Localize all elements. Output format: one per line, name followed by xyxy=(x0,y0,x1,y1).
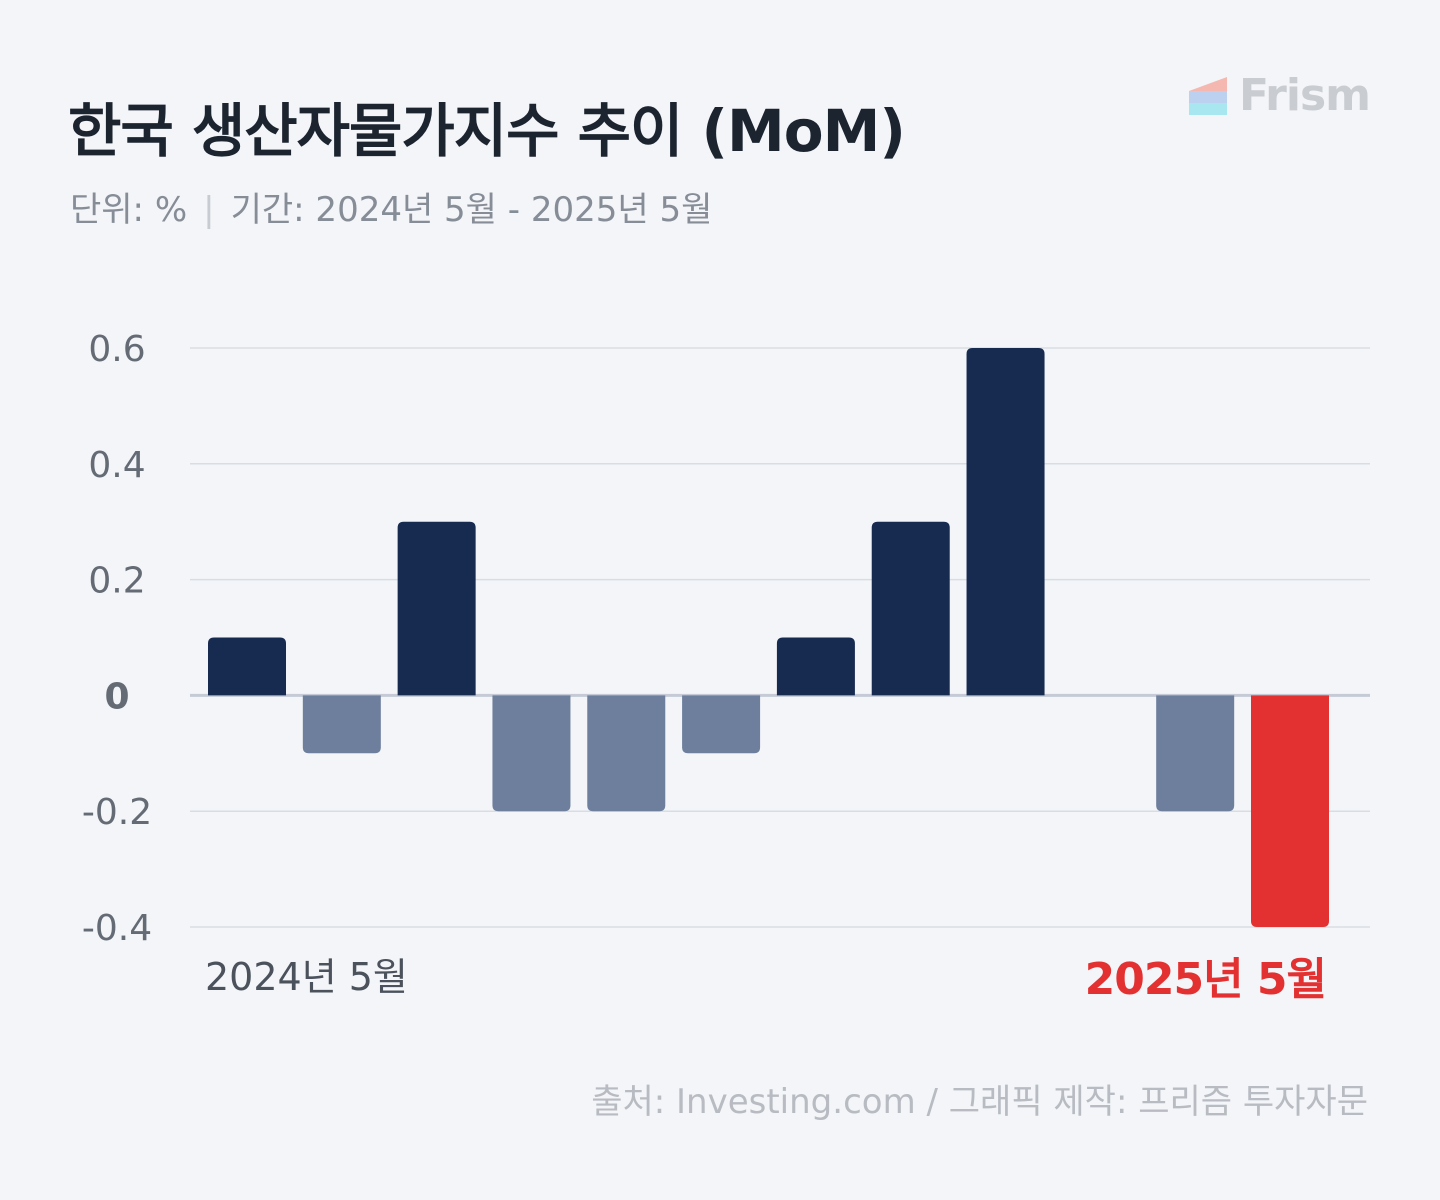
frism-logo-icon xyxy=(1188,76,1227,115)
bar xyxy=(587,695,666,812)
bar xyxy=(397,521,476,696)
bar xyxy=(1156,695,1235,812)
bar xyxy=(871,521,950,696)
y-tick-label: 0.6 xyxy=(88,329,145,370)
subtitle-divider: | xyxy=(203,190,215,230)
bar xyxy=(208,637,286,696)
bar xyxy=(776,637,855,696)
bar xyxy=(682,695,761,754)
bar xyxy=(492,695,571,812)
unit-label: 단위: % xyxy=(70,190,188,230)
chart-title: 한국 생산자물가지수 추이 (MoM) xyxy=(68,97,906,165)
y-tick-label: 0.4 xyxy=(88,445,145,486)
source-note: 출처: Investing.com / 그래픽 제작: 프리즘 투자자문 xyxy=(591,1082,1368,1122)
bar xyxy=(966,348,1045,696)
brand-name: Frism xyxy=(1238,70,1371,121)
y-tick-label: -0.4 xyxy=(82,908,152,949)
y-tick-label: 0 xyxy=(104,676,129,717)
highlight-bar xyxy=(1251,695,1329,927)
x-label-end: 2025년 5월 xyxy=(1085,954,1326,1005)
brand-logo: Frism xyxy=(1187,70,1371,121)
chart-subtitle: 단위: % | 기간: 2024년 5월 - 2025년 5월 xyxy=(70,182,712,231)
period-label: 기간: 2024년 5월 - 2025년 5월 xyxy=(230,190,713,230)
y-tick-label: 0.2 xyxy=(88,561,145,602)
y-tick-label: -0.2 xyxy=(82,792,152,833)
bar xyxy=(302,695,381,754)
x-label-start: 2024년 5월 xyxy=(205,955,408,999)
